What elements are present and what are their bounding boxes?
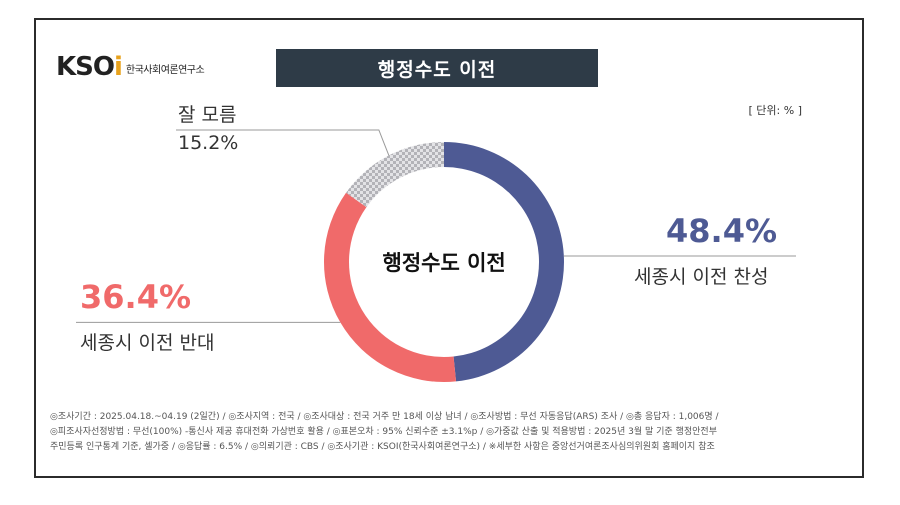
footnote-line: ◎피조사자선정방법 : 무선(100%) -통신사 제공 휴대전화 가상번호 활… [50, 427, 717, 437]
slice-value-label-oppose: 36.4% [80, 278, 192, 317]
logo-mark: KSOi [56, 52, 123, 82]
donut-slice [324, 192, 457, 382]
leader-line [176, 129, 390, 156]
slice-name-label-unsure: 잘 모름 [178, 104, 237, 126]
donut-slice [346, 142, 444, 208]
footnote-line: 주민등록 인구통계 기준, 셀가중 / ◎응답률 : 6.5% / ◎의뢰기관 … [50, 442, 715, 452]
logo-subtitle: 한국사회여론연구소 [125, 65, 205, 76]
footnote-line: ◎조사기간 : 2025.04.18.~04.19 (2일간) / ◎조사지역 … [50, 412, 719, 422]
slice-name-label-oppose: 세종시 이전 반대 [80, 332, 215, 355]
donut-chart [76, 129, 796, 382]
ksoi-logo: KSOi 한국사회여론연구소 [56, 50, 205, 82]
survey-footnote: ◎조사기간 : 2025.04.18.~04.19 (2일간) / ◎조사지역 … [50, 410, 850, 455]
unit-label: [ 단위: % ] [748, 104, 802, 117]
slice-name-label-favor: 세종시 이전 찬성 [634, 265, 769, 288]
donut-center-label: 행정수도 이전 [382, 251, 506, 275]
donut-slice [444, 142, 565, 382]
slice-value-label-unsure: 15.2% [178, 132, 239, 154]
slice-value-label-favor: 48.4% [666, 211, 778, 250]
chart-frame: KSOi 한국사회여론연구소 행정수도 이전 [ 단위: % ] 행정수도 이전… [34, 18, 864, 478]
page-title: 행정수도 이전 [276, 49, 598, 87]
